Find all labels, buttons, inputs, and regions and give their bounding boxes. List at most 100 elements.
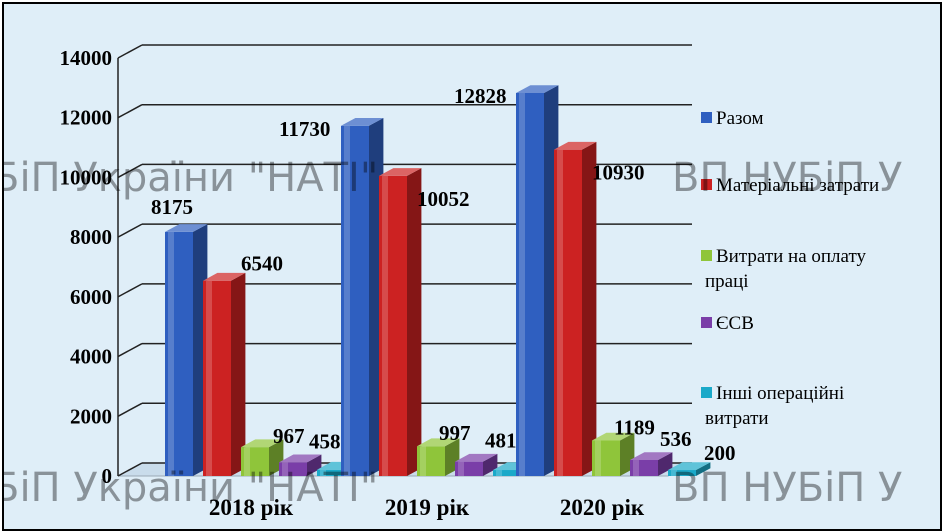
bar-highlight: [671, 470, 677, 476]
bar: [592, 432, 635, 476]
data-label: 12828: [454, 84, 507, 108]
gridline-side: [117, 44, 143, 59]
legend-swatch: [701, 179, 712, 190]
data-label: 8175: [151, 195, 193, 219]
data-label: 967: [273, 424, 305, 448]
bar: [630, 452, 673, 476]
bar-side: [307, 454, 322, 476]
legend-label: Матеріальні затрати: [716, 175, 879, 196]
gridline-side: [117, 462, 143, 477]
gridline-side: [117, 402, 143, 417]
bar-side: [483, 453, 498, 476]
bar: [554, 141, 597, 476]
legend-label: Витрати на оплату праці: [705, 246, 867, 292]
x-category-label: 2019 рік: [385, 495, 470, 520]
gridline-side: [117, 283, 143, 298]
bar-highlight: [420, 446, 426, 476]
bar: [279, 454, 322, 476]
data-label: 481: [485, 429, 517, 453]
bar-top: [554, 141, 597, 150]
bar-top: [341, 117, 384, 126]
bar-highlight: [595, 440, 601, 476]
bar-top: [668, 462, 711, 471]
x-category-label: 2018 рік: [209, 495, 294, 520]
bar-highlight: [244, 447, 250, 476]
bar: [455, 453, 498, 476]
bar-front: [668, 470, 696, 476]
bar-highlight: [557, 149, 563, 476]
y-tick-label: 0: [102, 464, 113, 488]
bar-highlight: [320, 469, 326, 476]
bar: [379, 168, 422, 477]
bar-highlight: [633, 459, 639, 476]
data-label: 997: [439, 421, 471, 445]
y-tick-label: 2000: [70, 404, 112, 428]
bar-front: [317, 469, 345, 476]
bar-highlight: [282, 462, 288, 476]
data-label: 10052: [417, 187, 470, 211]
y-tick-label: 4000: [70, 345, 112, 369]
y-tick-label: 6000: [70, 285, 112, 309]
bar-side: [582, 141, 597, 476]
bar-top: [417, 438, 460, 447]
gridline-side: [117, 163, 143, 179]
legend-swatch: [701, 112, 712, 123]
bar-highlight: [206, 280, 212, 476]
bar-highlight: [458, 461, 464, 476]
legend-item: Витрати на оплату праці: [701, 246, 867, 292]
legend-swatch: [701, 317, 712, 328]
bar-side: [696, 462, 711, 476]
data-label: 11730: [279, 117, 330, 141]
y-tick-label: 12000: [60, 106, 113, 130]
watermark-text: БіП України "НАТІ": [4, 155, 378, 201]
bar-side: [231, 272, 246, 476]
bar-highlight: [496, 470, 502, 476]
bar: [516, 85, 559, 477]
data-label: 10930: [592, 161, 645, 185]
bar-highlight: [382, 175, 388, 476]
watermark-text: ВП НУБіП У: [672, 465, 902, 511]
y-tick-label: 8000: [70, 225, 112, 249]
bar-top: [516, 85, 559, 93]
legend-item: Разом: [701, 108, 764, 129]
data-label: 536: [660, 427, 692, 451]
bar-top: [630, 452, 673, 460]
bar-highlight: [344, 125, 350, 477]
bar: [165, 224, 208, 476]
watermark-text: ВП НУБіП У: [672, 155, 902, 201]
data-label: 200: [704, 441, 736, 465]
legend-label: Інші операційні витрати: [705, 383, 844, 429]
data-label: 6540: [241, 252, 283, 276]
x-category-label: 2020 рік: [560, 495, 645, 520]
bar: [241, 439, 284, 476]
bar-top: [379, 168, 422, 176]
bar-highlight: [519, 92, 525, 477]
bar-top: [165, 224, 208, 232]
bar-top: [241, 439, 284, 448]
legend-item: Інші операційні витрати: [701, 383, 844, 429]
gridline-side: [117, 342, 143, 358]
legend: Разом Матеріальні затрати Витрати на оплат…: [701, 108, 879, 429]
gridline-side: [117, 104, 143, 119]
data-label: 458: [309, 429, 341, 453]
bar-top: [455, 453, 498, 462]
bar-chart: 0 2000 4000 6000 8000 10000 12000 14000 8175 6540…: [4, 44, 902, 520]
bar-top: [592, 432, 635, 441]
bar: [203, 272, 246, 476]
bar-top: [203, 272, 246, 281]
y-tick-label: 10000: [60, 165, 113, 189]
watermark-text: БіП України "НАТІ": [4, 465, 378, 511]
legend-item: Матеріальні затрати: [701, 175, 879, 196]
y-tick-label: 14000: [60, 46, 113, 70]
data-label: 1189: [614, 415, 655, 439]
legend-item: ЄСВ: [701, 313, 754, 334]
bar: [668, 462, 711, 476]
bar-top: [279, 454, 322, 463]
legend-swatch: [701, 387, 712, 398]
bar-front: [493, 470, 521, 476]
legend-swatch: [701, 250, 712, 261]
legend-label: Разом: [716, 108, 764, 129]
bar-side: [407, 168, 422, 477]
gridline-side: [117, 223, 143, 238]
